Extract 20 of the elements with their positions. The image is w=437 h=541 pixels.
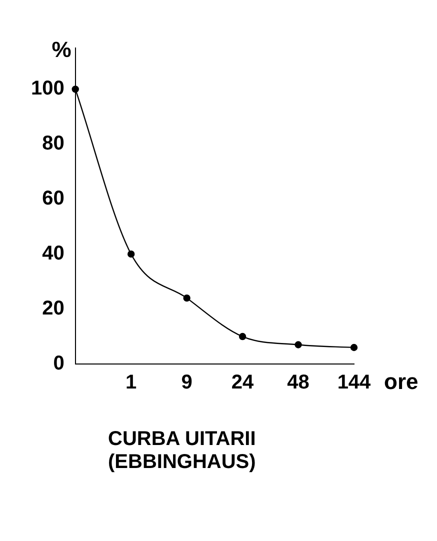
y-tick-label: 80 [42, 132, 64, 155]
y-tick-label: 100 [30, 78, 64, 100]
y-tick-label: 20 [42, 298, 64, 320]
point [294, 341, 302, 348]
y-tick-label: 60 [42, 188, 64, 210]
x-axis-title: ore [384, 369, 418, 394]
y-tick-label: 0 [53, 352, 64, 375]
x-tick-label: 1 [126, 372, 137, 394]
x-tick-label: 48 [287, 372, 310, 394]
point [127, 250, 135, 258]
x-tick-label: 9 [181, 372, 192, 394]
x-tick-label: 144 [337, 372, 372, 394]
point [183, 294, 190, 302]
y-tick-label: 40 [42, 242, 64, 265]
x-tick-label: 24 [231, 372, 255, 394]
text: CURBA UITARII (EBBINGHAUS) [108, 428, 257, 474]
point [238, 332, 246, 340]
point [350, 344, 358, 352]
point [72, 86, 79, 93]
y-axis-title: % [52, 37, 72, 62]
